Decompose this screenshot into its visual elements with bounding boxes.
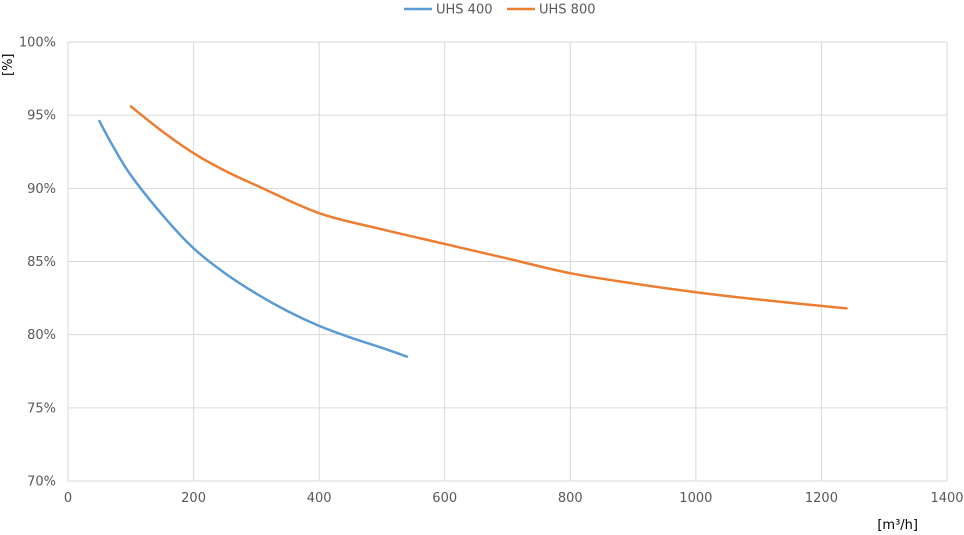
gridlines: [67, 41, 948, 482]
x-tick-label: 1200: [805, 491, 838, 506]
x-tick-label: 200: [181, 491, 206, 506]
x-tick-label: 400: [307, 491, 332, 506]
axes: 70% 75% 80% 85% 90% 95% 100% 0 200 400 600 800 1000 1…: [19, 36, 964, 507]
y-tick-label: 90%: [27, 182, 56, 197]
y-tick-label: 70%: [27, 475, 56, 490]
y-tick-label: 100%: [19, 36, 56, 51]
y-tick-label: 75%: [27, 401, 56, 416]
legend: UHS 400 UHS 800: [404, 3, 596, 18]
legend-label: UHS 400: [436, 3, 493, 18]
x-tick-label: 1000: [679, 491, 712, 506]
legend-label: UHS 800: [539, 3, 596, 18]
series-line-1: [98, 119, 409, 358]
x-tick-label: 0: [64, 491, 72, 506]
y-axis-title: [%]: [1, 54, 16, 77]
y-tick-label: 95%: [27, 109, 56, 124]
series-lines: [98, 105, 848, 358]
x-tick-label: 800: [558, 491, 583, 506]
x-axis-title: [m³/h]: [877, 518, 918, 533]
series-line-2: [129, 105, 848, 310]
y-tick-label: 80%: [27, 328, 56, 343]
y-tick-label: 85%: [27, 255, 56, 270]
x-tick-label: 1400: [930, 491, 963, 506]
x-tick-label: 600: [432, 491, 457, 506]
